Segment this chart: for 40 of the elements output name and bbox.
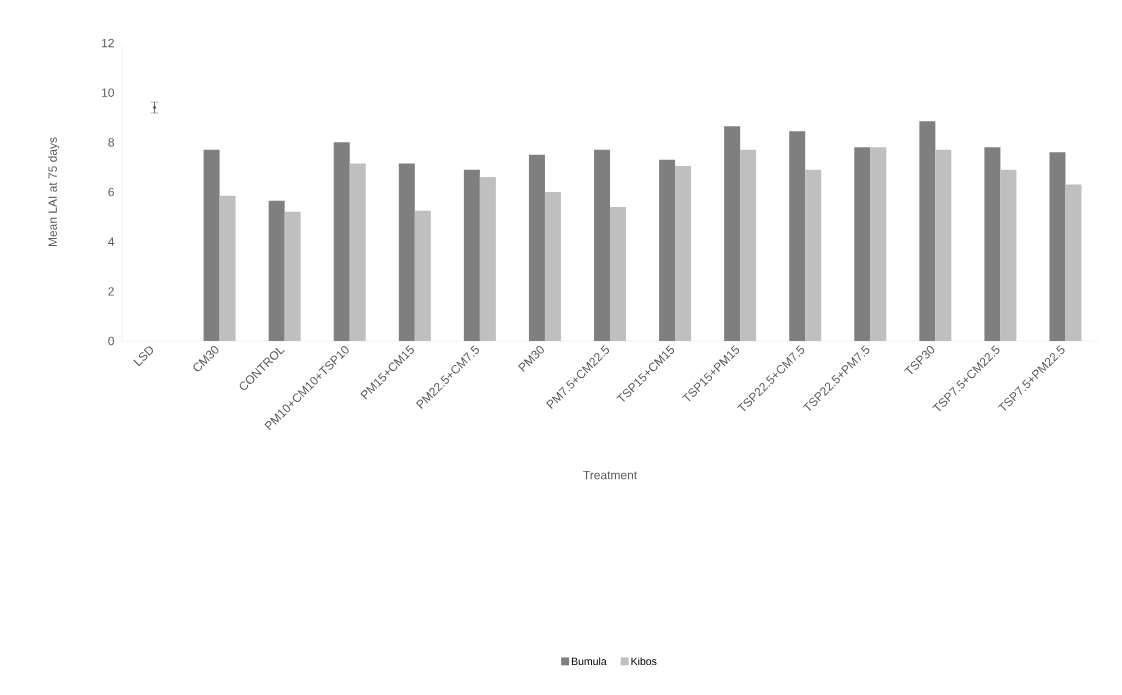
bar <box>463 169 480 341</box>
bar <box>284 211 301 341</box>
y-axis-title: Mean LAI at 75 days <box>48 137 60 247</box>
x-tick-label: LSD <box>133 346 153 367</box>
y-tick-label: 6 <box>108 187 114 197</box>
legend-label: Kibos <box>631 657 657 666</box>
bar <box>659 159 676 341</box>
bar <box>984 147 1001 341</box>
bar <box>789 131 806 341</box>
bar <box>219 195 236 341</box>
bar <box>528 154 545 341</box>
bar <box>854 147 871 341</box>
bar <box>740 149 757 341</box>
bar <box>919 121 936 341</box>
x-axis-title: Treatment <box>583 470 638 480</box>
y-tick-label: 4 <box>108 237 115 246</box>
bar <box>414 210 431 341</box>
bar <box>203 149 220 341</box>
bar <box>1065 184 1082 341</box>
y-tick-label: 10 <box>102 88 115 97</box>
bar <box>544 192 561 341</box>
bar <box>1049 152 1066 341</box>
y-tick-label: 12 <box>102 38 114 48</box>
bar <box>268 200 285 341</box>
bar <box>594 149 611 341</box>
legend-label: Bumula <box>571 657 607 666</box>
y-tick-label: 0 <box>108 336 115 346</box>
y-tick-label: 2 <box>108 287 114 296</box>
bar <box>349 163 366 341</box>
bar <box>675 165 692 341</box>
y-tick-label: 8 <box>108 138 114 147</box>
bar <box>870 147 887 341</box>
bar <box>805 169 822 341</box>
bar <box>1000 169 1017 341</box>
bar <box>479 177 496 341</box>
bar <box>610 206 627 341</box>
bar <box>333 142 350 341</box>
bar <box>935 149 952 341</box>
bar <box>724 126 741 341</box>
bar <box>398 163 415 341</box>
